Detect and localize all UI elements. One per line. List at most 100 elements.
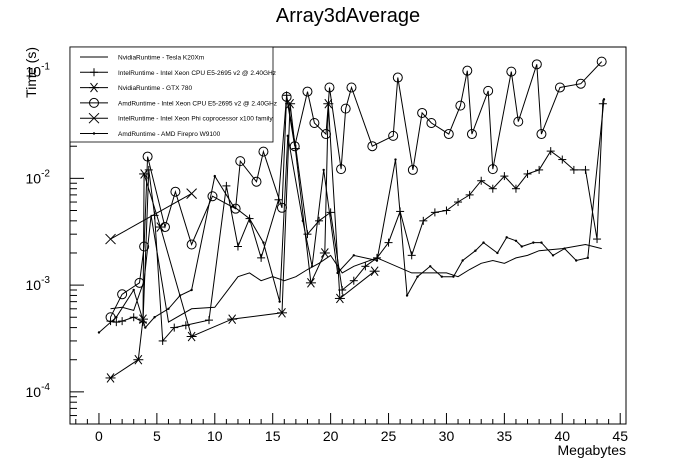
data-point	[262, 241, 265, 244]
data-point	[170, 186, 181, 197]
data-point	[416, 275, 419, 278]
data-point	[144, 326, 147, 329]
data-point	[419, 216, 428, 225]
data-point	[563, 247, 566, 250]
y-tick-label: 10-4	[26, 382, 51, 400]
data-point	[569, 165, 578, 174]
data-point	[340, 103, 351, 114]
data-point	[289, 141, 300, 152]
data-point	[133, 354, 144, 365]
y-axis-label: Time (s)	[23, 47, 39, 98]
data-point	[349, 276, 358, 285]
data-point	[384, 238, 393, 247]
data-point	[319, 248, 330, 258]
data-point	[388, 130, 399, 141]
data-point	[443, 129, 454, 140]
data-point	[581, 165, 590, 174]
data-point	[540, 241, 543, 244]
legend-entry-5: AmdRuntime - AMD Firepro W9100	[80, 131, 221, 138]
data-point	[336, 271, 339, 275]
data-point	[596, 56, 607, 67]
data-point	[523, 169, 532, 178]
data-point	[105, 233, 116, 245]
data-point	[513, 116, 524, 127]
data-point	[153, 316, 156, 319]
data-point	[281, 91, 292, 102]
data-point	[105, 373, 116, 383]
data-point	[302, 86, 313, 97]
series-layer	[97, 56, 607, 383]
data-point	[462, 65, 473, 76]
data-point	[429, 265, 432, 268]
legend-label: AmdRuntime - AMD Firepro W9100	[118, 131, 221, 138]
series-line	[98, 99, 605, 333]
data-point	[248, 217, 251, 220]
legend-label: NvidiaRuntime - Tesla K20Xm	[118, 55, 204, 62]
x-tick-label: 30	[439, 428, 455, 444]
data-point	[482, 241, 485, 244]
data-point	[500, 172, 509, 181]
data-point	[158, 336, 167, 345]
x-tick-label: 35	[497, 428, 513, 444]
data-point	[405, 294, 409, 297]
data-point	[186, 331, 197, 342]
data-point	[286, 134, 289, 138]
data-point	[369, 266, 380, 277]
x-tick-label: 20	[323, 428, 339, 444]
data-point	[520, 245, 523, 248]
legend-label: IntelRuntime - Intel Xeon Phi coprocesso…	[118, 116, 273, 123]
data-point	[455, 100, 466, 111]
legend-marker	[89, 82, 99, 93]
legend: NvidiaRuntime - Tesla K20Xm IntelRuntime …	[69, 46, 277, 143]
x-tick-label: 10	[207, 428, 223, 444]
data-point	[417, 107, 428, 118]
data-point	[407, 251, 416, 260]
data-point	[532, 241, 535, 244]
data-point	[186, 188, 197, 199]
legend-entry-4: IntelRuntime - Intel Xeon Phi coprocesso…	[80, 112, 273, 124]
legend-label: IntelRuntime - Intel Xeon CPU E5-2695 v2…	[118, 70, 276, 77]
data-point	[235, 156, 246, 167]
data-point	[112, 318, 121, 327]
data-point	[310, 265, 314, 268]
data-point	[442, 206, 451, 215]
data-point	[205, 316, 213, 325]
data-point	[375, 259, 379, 262]
data-point	[488, 184, 497, 193]
data-point	[586, 256, 589, 260]
legend-entry-2: NvidiaRuntime - GTX 780	[80, 82, 192, 93]
x-tick-label: 0	[95, 428, 103, 444]
data-point	[207, 191, 218, 202]
data-point	[505, 236, 508, 239]
x-tick-label: 25	[381, 428, 397, 444]
data-point	[465, 190, 474, 199]
data-point	[144, 165, 153, 174]
series-2	[105, 98, 380, 383]
data-point	[531, 59, 542, 70]
x-tick-label: 40	[555, 428, 571, 444]
x-tick-label: 5	[153, 428, 161, 444]
data-point	[324, 82, 335, 93]
data-point	[320, 129, 331, 140]
data-point	[315, 216, 324, 225]
legend-entry-3: AmdRuntime - Intel Xeon CPU E5-2695 v2 @…	[80, 97, 277, 108]
data-point	[574, 259, 578, 262]
legend-marker	[88, 112, 100, 124]
legend-marker	[92, 132, 96, 135]
data-point	[301, 219, 305, 223]
data-point	[97, 331, 101, 334]
data-point	[346, 82, 357, 93]
data-point	[251, 176, 262, 187]
y-tick-label: 10-2	[26, 168, 51, 186]
legend-marker	[90, 68, 98, 77]
data-point	[336, 164, 347, 175]
data-point	[276, 308, 287, 318]
data-point	[305, 278, 316, 288]
data-point	[440, 275, 444, 278]
data-point	[551, 254, 555, 257]
data-point	[178, 294, 182, 297]
data-point	[506, 66, 517, 77]
series-line	[110, 193, 192, 240]
data-point	[407, 164, 418, 175]
